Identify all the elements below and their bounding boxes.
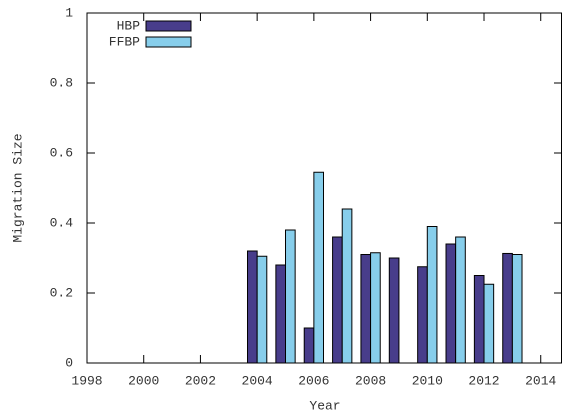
bar <box>303 327 315 364</box>
x-axis-label: Year <box>309 398 340 413</box>
legend-label: HBP <box>117 18 141 33</box>
x-tick-label: 2010 <box>412 373 443 388</box>
bar <box>511 254 523 364</box>
bar <box>502 252 513 364</box>
bar <box>247 250 258 364</box>
bar <box>417 266 428 364</box>
x-tick-label: 2002 <box>185 373 216 388</box>
bar <box>388 257 400 364</box>
bar <box>455 236 466 364</box>
x-tick-label: 2012 <box>468 373 499 388</box>
bar <box>370 252 381 364</box>
bar <box>483 283 495 364</box>
legend-swatch <box>145 20 192 32</box>
y-tick-label: 0 <box>65 355 73 370</box>
x-tick-label: 2008 <box>355 373 386 388</box>
y-tick-label: 0.8 <box>50 75 73 90</box>
x-tick-label: 2014 <box>525 373 556 388</box>
y-tick-label: 0.6 <box>50 145 73 160</box>
y-tick-label: 1 <box>65 5 73 20</box>
plot-frame <box>86 12 562 364</box>
legend-label: FFBP <box>109 34 140 49</box>
bar <box>313 171 325 364</box>
bar <box>256 255 268 364</box>
bar <box>473 275 485 364</box>
x-tick-label: 1998 <box>71 373 102 388</box>
bar <box>426 226 438 364</box>
y-tick-label: 0.2 <box>50 285 73 300</box>
bar <box>332 236 343 364</box>
bar <box>275 264 287 364</box>
bar <box>285 229 296 364</box>
bar <box>360 254 372 364</box>
bar <box>341 208 353 364</box>
x-tick-label: 2006 <box>298 373 329 388</box>
x-tick-label: 2004 <box>242 373 273 388</box>
bar <box>445 243 457 364</box>
y-axis-label: Migration Size <box>10 133 25 242</box>
x-tick-label: 2000 <box>128 373 159 388</box>
y-tick-label: 0.4 <box>50 215 74 230</box>
legend-swatch <box>145 36 192 48</box>
